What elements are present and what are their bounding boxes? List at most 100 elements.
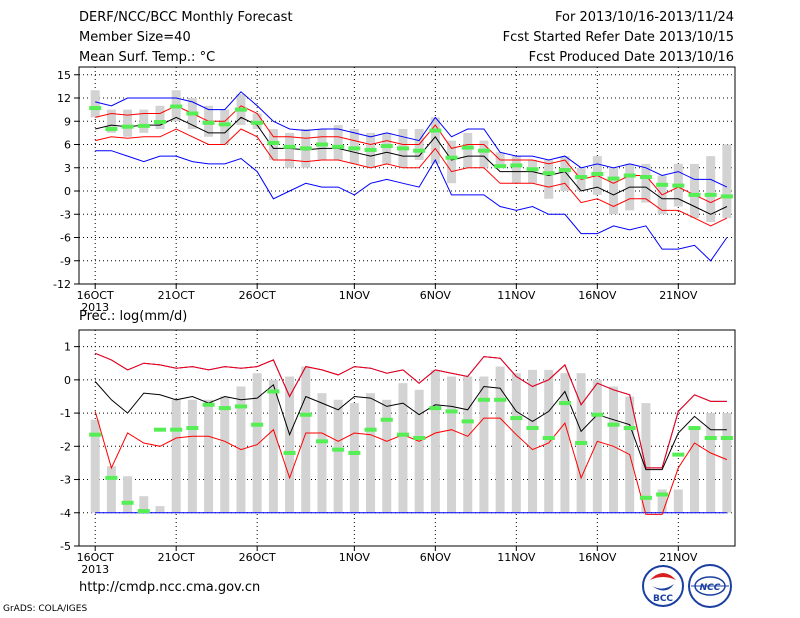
p1-median-marker	[380, 144, 393, 149]
p2-box	[317, 393, 327, 513]
p2-box	[544, 369, 554, 513]
p2-box	[479, 376, 489, 513]
p2-x-tick-label: 26OCT	[239, 551, 276, 564]
p2-median-marker	[542, 436, 555, 440]
p2-median-marker	[591, 412, 604, 417]
p2-median-marker	[186, 426, 199, 431]
p1-x-tick-label: 11NOV	[497, 289, 536, 302]
chart-title: DERF/NCC/BCC Monthly Forecast	[79, 10, 293, 25]
p2-median-marker	[510, 416, 523, 421]
p1-median-marker	[251, 120, 264, 125]
p1-median-marker	[558, 168, 571, 173]
p1-box	[706, 156, 716, 222]
p1-median-marker	[607, 176, 620, 181]
p2-box	[366, 393, 376, 513]
p2-box	[204, 399, 214, 513]
p2-box	[90, 419, 100, 513]
p1-median-marker	[672, 183, 685, 188]
p2-box	[447, 376, 457, 513]
bcc-logo-swirl-blue	[652, 584, 674, 591]
p2-box	[398, 383, 408, 513]
p1-median-marker	[348, 146, 361, 151]
p1-median-marker	[413, 148, 426, 153]
p2-y-tick-label: -3	[60, 474, 71, 487]
p2-x-tick-label: 21NOV	[659, 551, 698, 564]
p1-min-line	[95, 150, 728, 262]
p1-y-tick-label: -9	[60, 255, 71, 268]
p1-median-marker	[445, 155, 458, 160]
p2-box	[560, 373, 570, 513]
p2-median-marker	[461, 419, 474, 424]
header-right: For 2013/10/16-2013/11/24 Fcst Started R…	[503, 8, 734, 68]
p1-median-marker	[591, 171, 604, 176]
p1-median-marker	[704, 192, 717, 197]
p1-x-tick-label: 21OCT	[158, 289, 195, 302]
p2-box	[511, 373, 521, 513]
p1-x-tick-label: 26OCT	[239, 289, 276, 302]
p2-median-marker	[105, 475, 118, 480]
p2-median-marker	[364, 427, 377, 432]
p2-median-marker	[234, 404, 247, 409]
p1-box	[106, 109, 116, 133]
p2-box	[722, 413, 732, 513]
footer-url[interactable]: http://cmdp.ncc.cma.gov.cn	[79, 580, 261, 595]
produced-date: Fcst Produced Date 2013/10/16	[528, 50, 734, 65]
p1-median-marker	[283, 144, 296, 149]
p2-y-tick-label: -2	[60, 440, 71, 453]
p1-y-tick-label: 0	[64, 185, 71, 198]
p1-median-marker	[105, 127, 118, 131]
p1-median-marker	[494, 164, 507, 169]
p2-median-marker	[153, 427, 166, 432]
p1-median-marker	[218, 122, 231, 127]
p1-upper-spread-line	[95, 105, 728, 204]
p2-median-marker	[575, 440, 588, 445]
p2-x-tick-label: 21OCT	[158, 551, 195, 564]
p1-y-tick-label: 9	[64, 115, 71, 128]
p1-y-tick-label: -6	[60, 232, 71, 245]
p1-median-marker	[186, 111, 199, 116]
p2-x-year-label: 2013	[81, 563, 109, 576]
p2-box	[155, 506, 165, 513]
p2-mean-line	[94, 381, 727, 471]
p1-y-tick-label: 3	[64, 162, 71, 175]
p1-box	[155, 105, 165, 129]
p1-box	[560, 156, 570, 191]
p2-median-marker	[558, 401, 571, 406]
p1-box	[511, 156, 521, 184]
p1-box	[430, 117, 440, 164]
p2-box	[349, 403, 359, 513]
p1-median-marker	[510, 163, 523, 168]
p2-x-tick-label: 16OCT	[77, 551, 114, 564]
p1-y-tick-label: 6	[64, 139, 71, 152]
p2-box	[495, 366, 505, 513]
p2-box	[285, 376, 295, 513]
started-refer-date: Fcst Started Refer Date 2013/10/15	[502, 30, 734, 45]
p2-box	[301, 366, 311, 513]
p1-median-marker	[153, 120, 166, 125]
p1-box	[463, 132, 473, 168]
p1-median-marker	[542, 171, 555, 176]
p2-median-marker	[429, 406, 442, 411]
p2-x-tick-label: 1NOV	[339, 551, 371, 564]
p1-lower-spread-line	[95, 128, 728, 227]
p1-median-marker	[121, 124, 134, 129]
precip-label: Prec.: log(mm/d)	[79, 309, 188, 324]
p2-median-marker	[672, 452, 685, 457]
footer-grads: GrADS: COLA/IGES	[3, 604, 88, 614]
p1-median-marker	[461, 145, 474, 150]
p2-median-marker	[121, 500, 134, 505]
p2-median-marker	[526, 426, 539, 431]
p1-median-marker	[623, 173, 636, 178]
p1-box	[285, 132, 295, 168]
p1-box	[333, 125, 343, 160]
p2-y-tick-label: -5	[60, 540, 71, 553]
p1-median-marker	[477, 148, 490, 153]
p2-median-marker	[170, 427, 183, 432]
p1-median-marker	[688, 192, 701, 197]
p2-median-marker	[688, 426, 701, 431]
p2-median-marker	[623, 426, 636, 431]
p1-median-marker	[720, 194, 733, 199]
p2-box	[706, 413, 716, 513]
p2-median-marker	[656, 492, 669, 497]
p1-mean-line	[95, 116, 728, 215]
